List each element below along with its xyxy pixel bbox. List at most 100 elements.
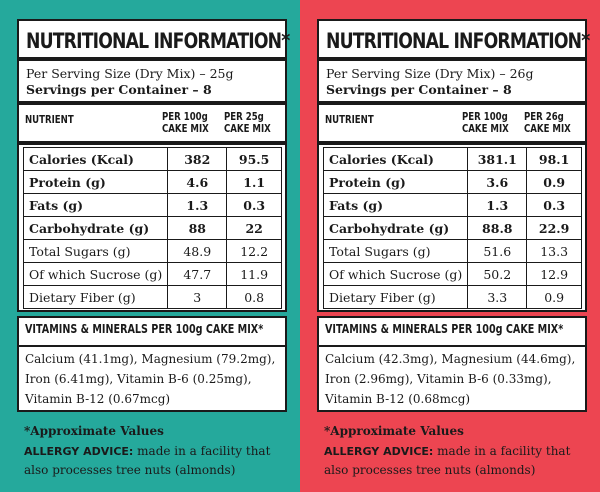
vitamins-heading: VITAMINS & MINERALS PER 100g CAKE MIX* <box>325 322 564 336</box>
column-header-line: PER 100g <box>462 110 508 123</box>
column-header-line: PER 25g <box>224 110 264 123</box>
panel-title: NUTRITIONAL INFORMATION* <box>26 29 290 53</box>
value-per-100g: 47.7 <box>167 262 228 286</box>
allergy-advice-text: made in a facility that also processes t… <box>24 444 271 477</box>
nutrient-label: Total Sugars (g) <box>22 239 169 263</box>
value-per-serving: 12.2 <box>226 239 282 263</box>
column-header-line: PER 100g <box>162 110 208 123</box>
serving-size: Per Serving Size (Dry Mix) – 26g <box>326 66 534 81</box>
value-per-100g: 50.2 <box>467 262 528 286</box>
serving-size: Per Serving Size (Dry Mix) – 25g <box>26 66 234 81</box>
value-per-serving: 0.3 <box>226 193 282 217</box>
nutrient-table: Calories (Kcal) 382 95.5 Protein (g) 4.6… <box>22 147 282 309</box>
column-header-per-serving: PER 25g CAKE MIX <box>224 111 271 135</box>
value-per-serving: 11.9 <box>226 262 282 286</box>
table-row: Calories (Kcal) 382 95.5 <box>22 147 282 171</box>
table-row: Dietary Fiber (g) 3.3 0.9 <box>322 285 582 309</box>
table-row: Fats (g) 1.3 0.3 <box>322 193 582 217</box>
allergy-advice-label: ALLERGY ADVICE: <box>324 445 434 458</box>
approximate-values-note: *Approximate Values <box>324 424 464 438</box>
value-per-100g: 88 <box>167 216 228 240</box>
value-per-serving: 0.9 <box>526 285 582 309</box>
value-per-100g: 1.3 <box>467 193 528 217</box>
table-row: Carbohydrate (g) 88 22 <box>22 216 282 240</box>
value-per-serving: 22 <box>226 216 282 240</box>
divider <box>19 141 285 145</box>
column-header-line: CAKE MIX <box>224 122 271 135</box>
table-row: Fats (g) 1.3 0.3 <box>22 193 282 217</box>
value-per-serving: 12.9 <box>526 262 582 286</box>
nutrient-label: Fats (g) <box>22 193 169 217</box>
vitamins-heading: VITAMINS & MINERALS PER 100g CAKE MIX* <box>25 322 264 336</box>
vitamins-box: VITAMINS & MINERALS PER 100g CAKE MIX* C… <box>17 316 287 412</box>
divider <box>19 57 285 61</box>
table-row: Protein (g) 4.6 1.1 <box>22 170 282 194</box>
table-row: Dietary Fiber (g) 3 0.8 <box>22 285 282 309</box>
table-row: Calories (Kcal) 381.1 98.1 <box>322 147 582 171</box>
value-per-100g: 51.6 <box>467 239 528 263</box>
nutrient-table: Calories (Kcal) 381.1 98.1 Protein (g) 3… <box>322 147 582 309</box>
allergy-advice-label: ALLERGY ADVICE: <box>24 445 134 458</box>
column-header-line: PER 26g <box>524 110 564 123</box>
vitamins-box: VITAMINS & MINERALS PER 100g CAKE MIX* C… <box>317 316 587 412</box>
column-header-line: CAKE MIX <box>524 122 571 135</box>
nutrient-label: Total Sugars (g) <box>322 239 469 263</box>
nutrition-facts-box: NUTRITIONAL INFORMATION* Per Serving Siz… <box>17 19 290 312</box>
divider <box>19 101 285 105</box>
table-row: Total Sugars (g) 48.9 12.2 <box>22 239 282 263</box>
column-header-per-serving: PER 26g CAKE MIX <box>524 111 571 135</box>
approximate-values-note: *Approximate Values <box>24 424 164 438</box>
value-per-serving: 98.1 <box>526 147 582 171</box>
nutrient-label: Protein (g) <box>322 170 469 194</box>
value-per-serving: 0.9 <box>526 170 582 194</box>
value-per-100g: 381.1 <box>467 147 528 171</box>
nutrient-label: Dietary Fiber (g) <box>22 285 169 309</box>
column-header-nutrient: NUTRIENT <box>25 113 74 126</box>
divider <box>19 345 285 347</box>
table-row: Of which Sucrose (g) 50.2 12.9 <box>322 262 582 286</box>
value-per-serving: 1.1 <box>226 170 282 194</box>
value-per-100g: 48.9 <box>167 239 228 263</box>
servings-per-container: Servings per Container – 8 <box>326 82 512 97</box>
nutrient-label: Calories (Kcal) <box>322 147 469 171</box>
column-header-per-100g: PER 100g CAKE MIX <box>162 111 209 135</box>
nutrient-label: Calories (Kcal) <box>22 147 169 171</box>
nutrient-label: Fats (g) <box>322 193 469 217</box>
column-header-per-100g: PER 100g CAKE MIX <box>462 111 509 135</box>
value-per-100g: 4.6 <box>167 170 228 194</box>
table-row: Total Sugars (g) 51.6 13.3 <box>322 239 582 263</box>
nutrient-label: Of which Sucrose (g) <box>322 262 469 286</box>
nutrient-label: Carbohydrate (g) <box>22 216 169 240</box>
value-per-100g: 88.8 <box>467 216 528 240</box>
column-header-line: CAKE MIX <box>462 122 509 135</box>
column-header-nutrient: NUTRIENT <box>325 113 374 126</box>
value-per-serving: 13.3 <box>526 239 582 263</box>
servings-per-container: Servings per Container – 8 <box>26 82 212 97</box>
vitamins-list: Calcium (42.3mg), Magnesium (44.6mg), Ir… <box>325 352 576 406</box>
value-per-serving: 95.5 <box>226 147 282 171</box>
nutrition-panel-left: NUTRITIONAL INFORMATION* Per Serving Siz… <box>0 0 300 492</box>
nutrient-label: Carbohydrate (g) <box>322 216 469 240</box>
value-per-serving: 0.8 <box>226 285 282 309</box>
panel-title: NUTRITIONAL INFORMATION* <box>326 29 590 53</box>
nutrient-label: Of which Sucrose (g) <box>22 262 169 286</box>
table-row: Of which Sucrose (g) 47.7 11.9 <box>22 262 282 286</box>
nutrient-label: Dietary Fiber (g) <box>322 285 469 309</box>
vitamins-list: Calcium (41.1mg), Magnesium (79.2mg), Ir… <box>25 352 276 406</box>
value-per-100g: 3 <box>167 285 228 309</box>
value-per-100g: 1.3 <box>167 193 228 217</box>
value-per-100g: 3.3 <box>467 285 528 309</box>
allergy-advice: ALLERGY ADVICE: made in a facility that … <box>324 442 586 479</box>
table-row: Protein (g) 3.6 0.9 <box>322 170 582 194</box>
allergy-advice: ALLERGY ADVICE: made in a facility that … <box>24 442 286 479</box>
value-per-serving: 0.3 <box>526 193 582 217</box>
value-per-100g: 3.6 <box>467 170 528 194</box>
divider <box>319 345 585 347</box>
divider <box>319 57 585 61</box>
divider <box>319 101 585 105</box>
nutrition-facts-box: NUTRITIONAL INFORMATION* Per Serving Siz… <box>317 19 590 312</box>
nutrition-panel-right: NUTRITIONAL INFORMATION* Per Serving Siz… <box>300 0 600 492</box>
value-per-100g: 382 <box>167 147 228 171</box>
table-row: Carbohydrate (g) 88.8 22.9 <box>322 216 582 240</box>
allergy-advice-text: made in a facility that also processes t… <box>324 444 571 477</box>
